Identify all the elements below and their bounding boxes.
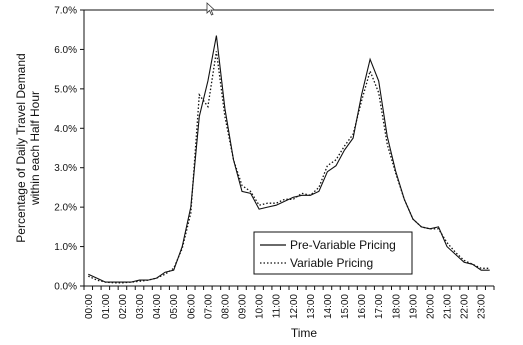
x-tick-label: 21:00 <box>443 294 454 319</box>
y-tick-label: 3.0% <box>54 163 77 174</box>
x-tick-label: 12:00 <box>289 294 300 319</box>
y-tick-label: 7.0% <box>54 6 77 17</box>
y-axis-title: Percentage of Daily Travel Demand within… <box>14 53 42 242</box>
legend-box <box>253 231 413 275</box>
x-tick-label: 07:00 <box>203 294 214 319</box>
y-axis: 0.0% 1.0% 2.0% 3.0% 4.0% 5.0% 6.0% 7.0% <box>54 6 84 293</box>
x-tick-label: 04:00 <box>152 294 163 319</box>
y-tick-label: 2.0% <box>54 203 77 214</box>
x-tick-label: 13:00 <box>306 294 317 319</box>
series-line-pre-variable-pricing <box>88 35 490 283</box>
x-axis: 00:00 01:00 02:00 03:00 04:00 05:00 06:00 07:00… <box>83 286 495 319</box>
x-tick-label: 05:00 <box>169 294 180 319</box>
x-tick-label: 10:00 <box>255 294 266 319</box>
x-axis-title: Time <box>291 326 318 340</box>
legend-label-pre-variable: Pre-Variable Pricing <box>290 238 396 252</box>
x-tick-label: 18:00 <box>391 294 402 319</box>
x-tick-label: 23:00 <box>477 294 488 319</box>
x-tick-label: 16:00 <box>357 294 368 319</box>
x-tick-label: 00:00 <box>84 294 95 319</box>
y-tick-label: 5.0% <box>54 84 77 95</box>
x-tick-label: 19:00 <box>408 294 419 319</box>
x-tick-label: 03:00 <box>135 294 146 319</box>
y-axis-title-line-2: within each Half Hour <box>28 91 42 206</box>
x-tick-label: 02:00 <box>118 294 129 319</box>
legend: Pre-Variable Pricing Variable Pricing <box>253 231 413 275</box>
y-tick-label: 1.0% <box>54 242 77 253</box>
y-tick-label: 0.0% <box>54 282 77 293</box>
x-tick-label: 20:00 <box>425 294 436 319</box>
x-tick-label: 01:00 <box>101 294 112 319</box>
x-tick-label: 22:00 <box>460 294 471 319</box>
x-tick-label: 08:00 <box>220 294 231 319</box>
mouse-pointer-icon <box>206 2 216 16</box>
legend-label-variable: Variable Pricing <box>290 256 373 270</box>
y-axis-title-line-1: Percentage of Daily Travel Demand <box>14 53 28 242</box>
y-tick-label: 4.0% <box>54 124 77 135</box>
series-layer <box>88 35 490 284</box>
x-tick-label: 14:00 <box>323 294 334 319</box>
x-tick-label: 17:00 <box>374 294 385 319</box>
y-tick-label: 6.0% <box>54 45 77 56</box>
x-tick-label: 09:00 <box>238 294 249 319</box>
x-tick-label: 06:00 <box>186 294 197 319</box>
x-tick-label: 11:00 <box>272 294 283 319</box>
x-tick-label: 15:00 <box>340 294 351 319</box>
